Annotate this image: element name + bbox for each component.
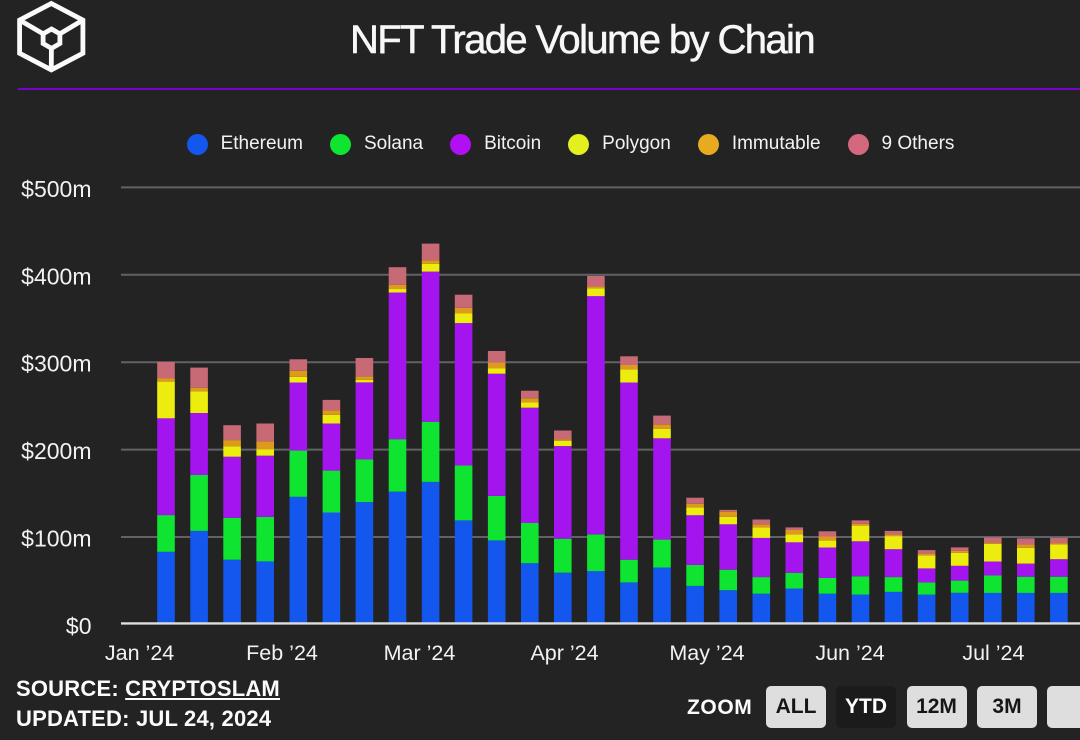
- svg-text:Mar ’24: Mar ’24: [384, 641, 456, 665]
- svg-text:$500m: $500m: [21, 176, 91, 202]
- svg-text:Jun ’24: Jun ’24: [815, 641, 884, 665]
- svg-text:$200m: $200m: [21, 438, 91, 464]
- svg-text:$300m: $300m: [21, 351, 91, 377]
- svg-text:Apr ’24: Apr ’24: [530, 641, 598, 665]
- svg-text:$400m: $400m: [21, 263, 91, 289]
- svg-text:May ’24: May ’24: [669, 641, 744, 665]
- svg-text:Jul ’24: Jul ’24: [962, 641, 1024, 665]
- svg-text:Feb ’24: Feb ’24: [246, 641, 318, 665]
- svg-text:$0: $0: [66, 613, 92, 639]
- svg-text:Jan ’24: Jan ’24: [105, 641, 174, 665]
- svg-text:$100m: $100m: [21, 526, 91, 552]
